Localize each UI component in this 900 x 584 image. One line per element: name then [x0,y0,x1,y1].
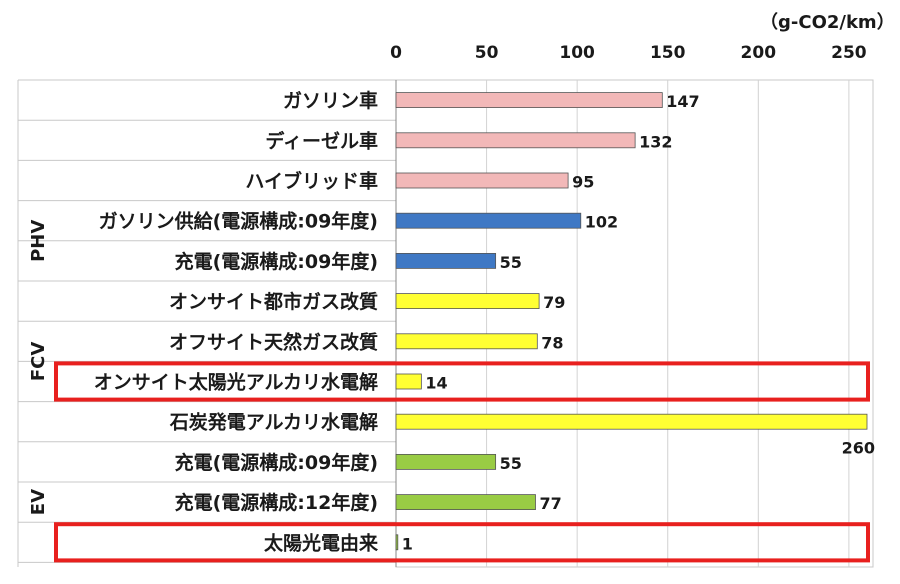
x-tick-label: 100 [559,43,595,63]
category-label: 太陽光電由来 [264,531,378,554]
x-tick-label: 250 [831,43,867,63]
value-label: 132 [639,132,672,151]
x-tick-label: 0 [390,43,402,63]
unit-label: （g-CO2/km） [760,12,895,33]
bar [395,92,663,108]
bar [395,453,497,470]
highlight-box [54,522,870,563]
x-tick-label: 200 [741,43,777,63]
bar [395,494,536,511]
bar [395,212,582,229]
bar [395,373,422,390]
category-label: ガソリン車 [283,89,378,112]
value-label: 78 [541,333,563,352]
category-label: 充電(電源構成:09年度) [175,451,378,474]
category-label: ハイブリッド車 [245,170,378,193]
plot-area [395,79,874,568]
bar [395,293,540,310]
group-label: FCV [28,342,49,382]
value-label: 55 [500,253,522,272]
highlight-box [54,361,870,402]
x-tick-label: 50 [475,43,499,63]
bar [395,413,868,430]
bar [395,534,399,551]
group-label: PHV [28,220,49,262]
category-label: ガソリン供給(電源構成:09年度) [99,210,378,233]
category-label: 充電(電源構成:09年度) [175,250,378,273]
value-label: 14 [425,374,447,393]
category-label: オンサイト太陽光アルカリ水電解 [94,371,378,394]
value-label: 95 [572,173,594,192]
value-label: 79 [543,293,565,312]
category-label: オンサイト都市ガス改質 [169,290,378,313]
group-label: EV [28,489,49,515]
category-label: 充電(電源構成:12年度) [175,491,378,514]
category-label: 石炭発電アルカリ水電解 [169,411,378,434]
x-tick-label: 150 [650,43,686,63]
bar [395,132,636,149]
value-label: 55 [500,454,522,473]
value-label: 147 [666,92,699,111]
category-label: ディーゼル車 [265,129,378,152]
bar [395,172,569,189]
value-label: 1 [402,534,413,553]
value-label: 102 [585,213,618,232]
bar [395,333,538,350]
category-label: オフサイト天然ガス改質 [169,330,378,353]
value-label: 77 [539,494,561,513]
bar [395,252,497,269]
value-label: 260 [842,439,875,458]
